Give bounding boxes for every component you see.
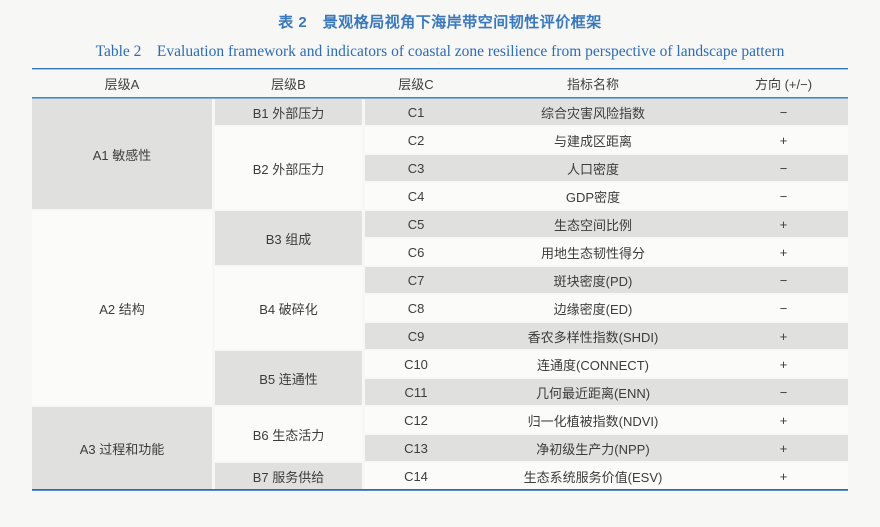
level-a-cell-a2: A2 结构 (32, 211, 212, 405)
direction-cell: + (719, 435, 848, 461)
level-c-cell: C14 (365, 463, 467, 489)
level-b-cell-b5: B5 连通性 (215, 351, 362, 405)
indicator-cell: 几何最近距离(ENN) (467, 379, 719, 405)
direction-cell: + (719, 351, 848, 377)
header-level-a: 层级A (104, 77, 140, 92)
indicator-cell: 归一化植被指数(NDVI) (467, 407, 719, 433)
indicator-cell: 综合灾害风险指数 (467, 99, 719, 125)
indicator-cell: 生态系统服务价值(ESV) (467, 463, 719, 489)
level-c-cell: C5 (365, 211, 467, 237)
direction-cell: − (719, 99, 848, 125)
level-c-cell: C11 (365, 379, 467, 405)
direction-cell: + (719, 127, 848, 153)
level-b-cell-b1: B1 外部压力 (215, 99, 362, 125)
direction-cell: − (719, 267, 848, 293)
direction-cell: + (719, 407, 848, 433)
level-c-cell: C12 (365, 407, 467, 433)
indicator-cell: 与建成区距离 (467, 127, 719, 153)
level-c-cell: C13 (365, 435, 467, 461)
table-body: A1 敏感性 A2 结构 A3 过程和功能 B1 外部压力 B2 外部压力 B3… (32, 99, 848, 489)
header-indicator-name: 指标名称 (566, 77, 619, 92)
indicator-cell: 用地生态韧性得分 (467, 239, 719, 265)
indicator-cell: 净初级生产力(NPP) (467, 435, 719, 461)
table-bottom-rule (32, 489, 848, 491)
header-direction: 方向 (+/−) (754, 77, 813, 92)
level-c-cell: C6 (365, 239, 467, 265)
table-mid-rule (32, 97, 848, 99)
direction-cell: + (719, 239, 848, 265)
level-c-cell: C3 (365, 155, 467, 181)
direction-cell: − (719, 295, 848, 321)
level-b-cell-b2: B2 外部压力 (215, 127, 362, 209)
direction-cell: + (719, 323, 848, 349)
level-c-cell: C10 (365, 351, 467, 377)
level-a-cell-a3: A3 过程和功能 (32, 407, 212, 489)
table-title-cn: 表 2 景观格局视角下海岸带空间韧性评价框架 (278, 14, 602, 31)
level-c-cell: C8 (365, 295, 467, 321)
direction-cell: − (719, 155, 848, 181)
indicator-cell: 人口密度 (467, 155, 719, 181)
indicator-cell: 生态空间比例 (467, 211, 719, 237)
evaluation-framework-table: 层级A 层级B 层级C 指标名称 方向 (+/−) A1 敏感性 A2 结构 A… (32, 68, 848, 491)
level-c-cell: C4 (365, 183, 467, 209)
header-level-b: 层级B (271, 77, 306, 92)
table-title-en: Table 2 Evaluation framework and indicat… (95, 43, 785, 60)
table-top-rule (32, 68, 848, 70)
direction-cell: − (719, 379, 848, 405)
direction-cell: − (719, 183, 848, 209)
level-a-cell-a1: A1 敏感性 (32, 99, 212, 209)
level-c-cell: C9 (365, 323, 467, 349)
level-b-cell-b3: B3 组成 (215, 211, 362, 265)
direction-cell: + (719, 211, 848, 237)
indicator-cell: 连通度(CONNECT) (467, 351, 719, 377)
indicator-cell: 边缘密度(ED) (467, 295, 719, 321)
indicator-cell: 香农多样性指数(SHDI) (467, 323, 719, 349)
level-b-cell-b4: B4 破碎化 (215, 267, 362, 349)
indicator-cell: 斑块密度(PD) (467, 267, 719, 293)
direction-cell: + (719, 463, 848, 489)
level-b-cell-b6: B6 生态活力 (215, 407, 362, 461)
level-b-cell-b7: B7 服务供给 (215, 463, 362, 489)
indicator-cell: GDP密度 (467, 183, 719, 209)
level-c-cell: C7 (365, 267, 467, 293)
level-c-cell: C2 (365, 127, 467, 153)
header-level-c: 层级C (398, 77, 434, 92)
table-header-row: 层级A 层级B 层级C 指标名称 方向 (+/−) (32, 70, 848, 97)
level-c-cell: C1 (365, 99, 467, 125)
